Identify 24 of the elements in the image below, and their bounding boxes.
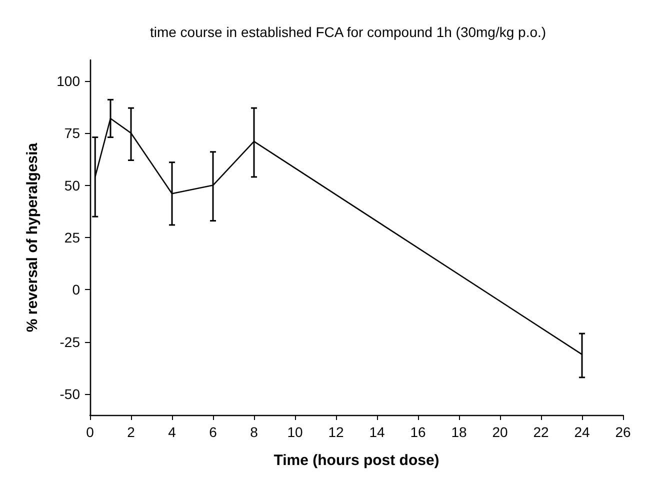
y-tick-label: -50	[60, 386, 80, 402]
x-tick-label: 12	[328, 424, 344, 440]
x-tick-label: 4	[168, 424, 176, 440]
x-axis-title: Time (hours post dose)	[274, 452, 440, 469]
y-tick-label: 0	[72, 282, 80, 298]
y-tick-label: 50	[64, 177, 80, 194]
x-tick-label: 24	[574, 424, 590, 440]
y-axis-title: % reversal of hyperalgesia	[24, 142, 41, 332]
x-tick-label: 8	[250, 424, 258, 440]
x-tick-label: 20	[492, 424, 508, 440]
x-tick-label: 0	[86, 424, 94, 440]
x-tick-label: 6	[209, 424, 218, 440]
y-tick-label: 75	[64, 125, 80, 142]
x-tick-label: 18	[451, 424, 467, 440]
x-tick-label: 14	[369, 424, 385, 440]
chart-title: time course in established FCA for compound 1h (30mg/kg p.o.)	[150, 24, 546, 40]
y-tick-label: 25	[64, 230, 80, 246]
x-tick-label: 2	[127, 424, 136, 440]
x-tick-label: 16	[410, 424, 426, 440]
y-tick-label: 100	[56, 72, 80, 89]
x-tick-label: 26	[615, 424, 631, 440]
x-tick-label: 22	[533, 424, 549, 440]
y-tick-label: -25	[60, 334, 80, 350]
x-tick-label: 10	[287, 424, 303, 440]
